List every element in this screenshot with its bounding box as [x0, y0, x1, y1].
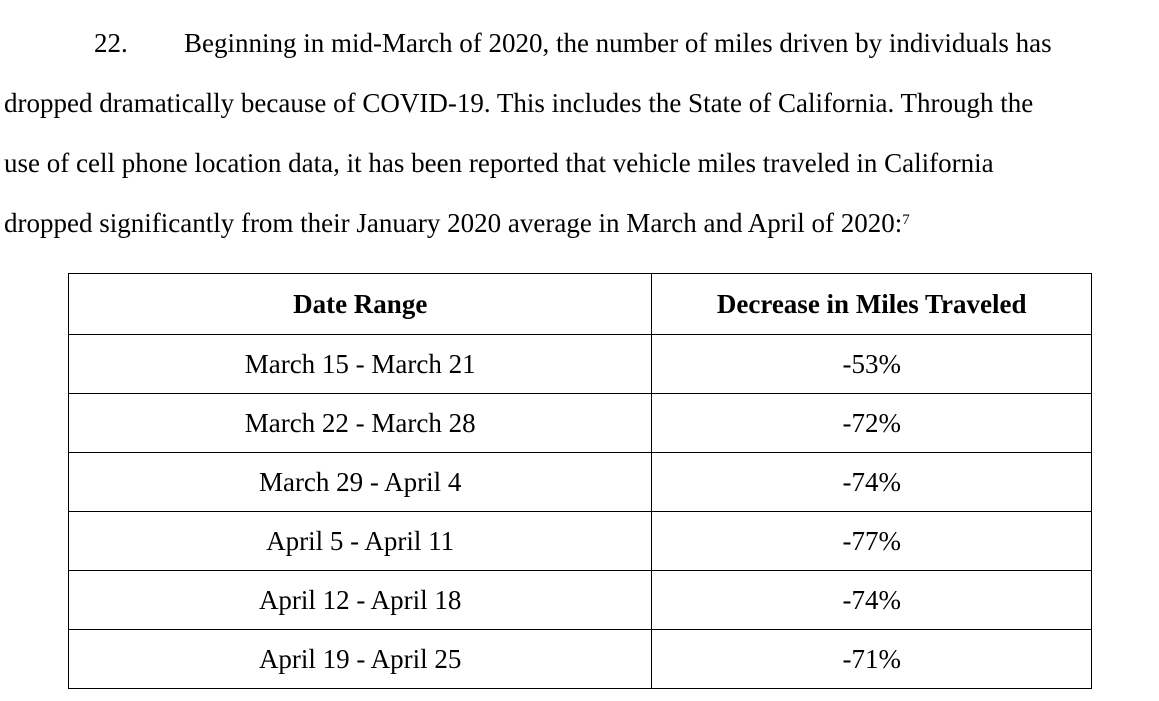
table-row: March 15 - March 21 -53% [67, 334, 1092, 394]
decrease-cell: -77% [651, 511, 1092, 571]
date-range-cell: April 12 - April 18 [67, 570, 653, 630]
table-row: April 19 - April 25 -71% [67, 629, 1092, 689]
date-range-cell: March 29 - April 4 [67, 452, 653, 512]
date-range-cell: March 22 - March 28 [67, 393, 653, 453]
miles-traveled-table: Date Range Decrease in Miles Traveled Ma… [67, 273, 1092, 689]
decrease-cell: -72% [651, 393, 1092, 453]
table-row: March 22 - March 28 -72% [67, 393, 1092, 453]
paragraph-line: dropped dramatically because of COVID-19… [4, 87, 1033, 119]
table-row: April 12 - April 18 -74% [67, 570, 1092, 630]
date-range-cell: April 19 - April 25 [67, 629, 653, 689]
header-date-range: Date Range [67, 273, 653, 335]
decrease-cell: -53% [651, 334, 1092, 394]
paragraph-text: dropped dramatically because of COVID-19… [4, 88, 1034, 118]
decrease-cell: -71% [651, 629, 1092, 689]
date-range-cell: April 5 - April 11 [67, 511, 653, 571]
table-header-row: Date Range Decrease in Miles Traveled [67, 273, 1092, 335]
paragraph-text: Beginning in mid-March of 2020, the numb… [184, 28, 1052, 58]
table-row: April 5 - April 11 -77% [67, 511, 1092, 571]
date-range-cell: March 15 - March 21 [67, 334, 653, 394]
header-decrease: Decrease in Miles Traveled [651, 273, 1092, 335]
decrease-cell: -74% [651, 570, 1092, 630]
paragraph-text: use of cell phone location data, it has … [4, 148, 994, 178]
paragraph-text: dropped significantly from their January… [4, 208, 903, 238]
paragraph-line: dropped significantly from their January… [4, 207, 910, 239]
paragraph-number: 22. [94, 28, 128, 58]
paragraph-line: use of cell phone location data, it has … [4, 147, 994, 179]
paragraph-line: 22. Beginning in mid-March of 2020, the n… [94, 27, 1052, 59]
decrease-cell: -74% [651, 452, 1092, 512]
footnote-reference[interactable]: 7 [902, 212, 910, 228]
table-row: March 29 - April 4 -74% [67, 452, 1092, 512]
